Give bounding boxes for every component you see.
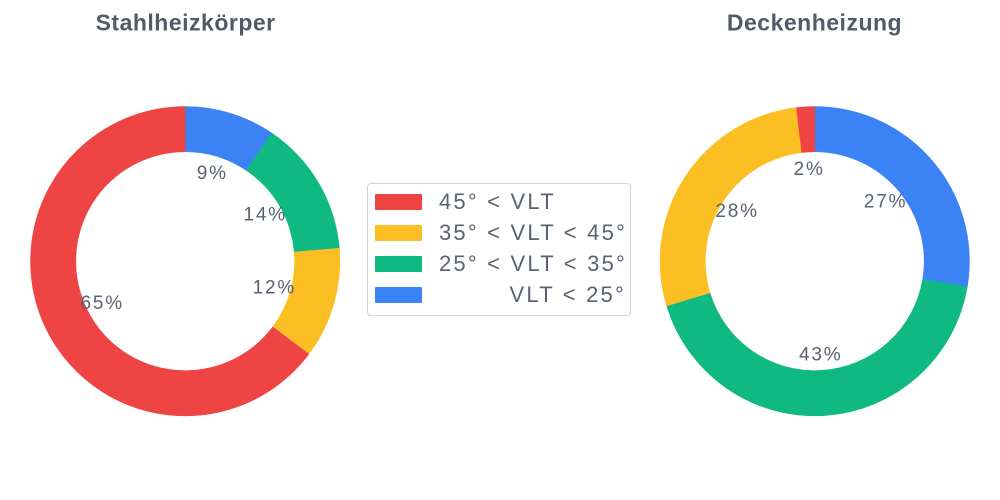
svg-text:27%: 27% bbox=[864, 192, 907, 213]
svg-text:28%: 28% bbox=[715, 201, 758, 222]
svg-text:43%: 43% bbox=[799, 344, 842, 365]
svg-text:Stahlheizkörper: Stahlheizkörper bbox=[96, 10, 276, 36]
svg-text:Deckenheizung: Deckenheizung bbox=[727, 10, 902, 36]
svg-text:12%: 12% bbox=[253, 277, 296, 298]
svg-text:9%: 9% bbox=[197, 163, 228, 184]
svg-text:2%: 2% bbox=[794, 159, 825, 180]
svg-text:65%: 65% bbox=[80, 293, 123, 314]
svg-text:14%: 14% bbox=[243, 205, 286, 226]
